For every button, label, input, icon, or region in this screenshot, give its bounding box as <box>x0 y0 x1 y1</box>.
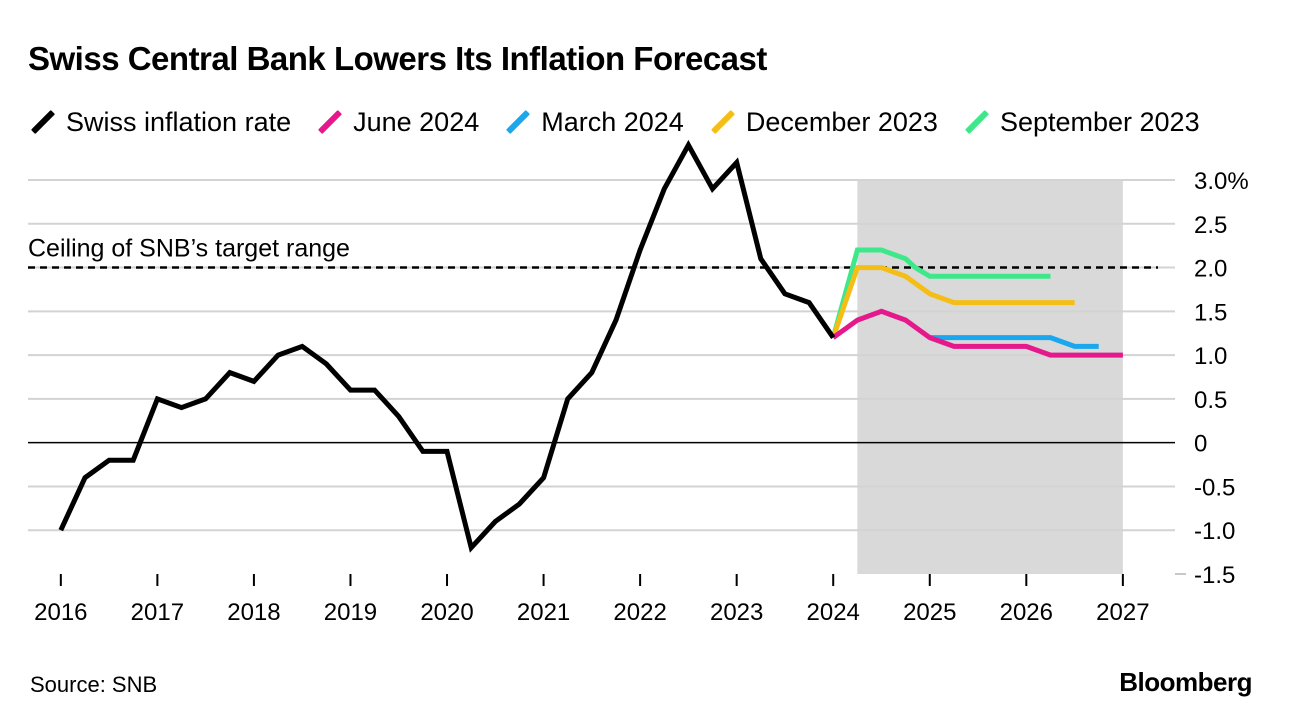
legend-label: June 2024 <box>353 106 480 137</box>
x-tick-label: 2026 <box>1000 599 1053 626</box>
x-tick-label: 2027 <box>1096 599 1149 626</box>
legend-item-september-2023: September 2023 <box>964 104 1200 140</box>
x-tick-label: 2020 <box>420 599 473 626</box>
legend-item-march-2024: March 2024 <box>505 104 684 140</box>
y-tick-label: 3.0% <box>1194 168 1249 195</box>
y-tick-label: -1.5 <box>1194 562 1235 589</box>
target-ceiling-label: Ceiling of SNB’s target range <box>28 235 350 263</box>
legend: Swiss inflation rate June 2024 March 2024 D… <box>30 104 1226 140</box>
series-line-september-2023 <box>830 247 1051 339</box>
legend-label: Swiss inflation rate <box>66 106 292 137</box>
legend-item-june-2024: June 2024 <box>317 104 479 140</box>
legend-label: December 2023 <box>745 106 938 137</box>
x-tick-label: 2022 <box>613 599 666 626</box>
series-line-december-2023 <box>830 265 1075 339</box>
bloomberg-logo: Bloomberg <box>1119 667 1252 697</box>
forecast-shading <box>857 180 1123 574</box>
x-tick-label: 2018 <box>227 599 280 626</box>
x-tick-label: 2021 <box>517 599 570 626</box>
x-tick-label: 2019 <box>324 599 377 626</box>
y-tick-label: -0.5 <box>1194 474 1235 501</box>
source-note: Source: SNB <box>30 672 158 697</box>
y-tick-label: 2.0 <box>1194 256 1227 283</box>
x-tick-label: 2016 <box>34 599 87 626</box>
x-tick-label: 2023 <box>710 599 763 626</box>
x-tick-label: 2025 <box>903 599 956 626</box>
y-tick-label: 1.0 <box>1194 343 1227 370</box>
y-tick-label: 1.5 <box>1194 299 1227 326</box>
legend-item-swiss-inflation-rate: Swiss inflation rate <box>30 104 291 140</box>
y-tick-label: 0.5 <box>1194 387 1227 414</box>
y-tick-label: 0 <box>1194 431 1207 458</box>
legend-item-december-2023: December 2023 <box>710 104 938 140</box>
chart-title: Swiss Central Bank Lowers Its Inflation … <box>28 40 767 77</box>
x-tick-label: 2017 <box>131 599 184 626</box>
x-tick-label: 2024 <box>807 599 860 626</box>
legend-label: March 2024 <box>541 106 684 137</box>
y-tick-label: 2.5 <box>1194 212 1227 239</box>
series-line-march-2024 <box>929 335 1099 349</box>
y-tick-label: -1.0 <box>1194 518 1235 545</box>
series-line-swiss-inflation-rate <box>58 139 836 553</box>
legend-label: September 2023 <box>999 106 1200 137</box>
series-line-june-2024 <box>831 308 1123 358</box>
